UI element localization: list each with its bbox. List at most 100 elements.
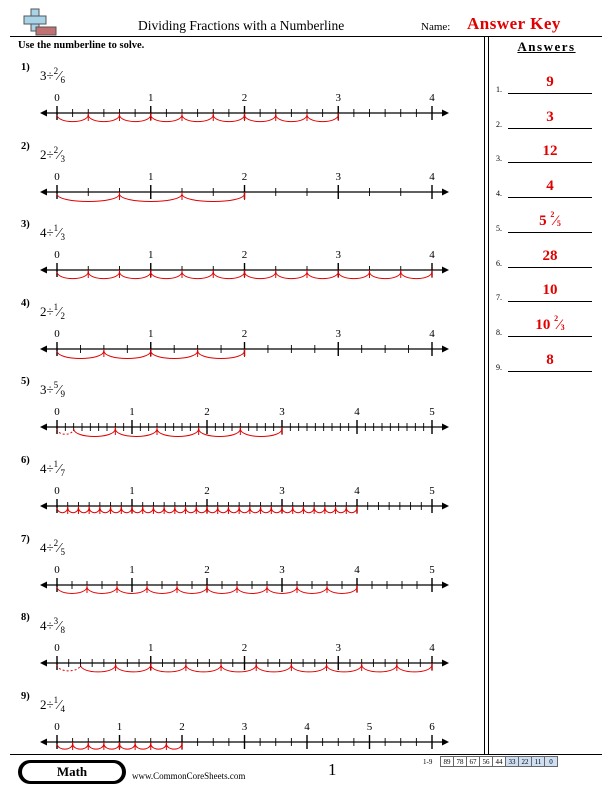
score-cell: 44: [492, 756, 506, 767]
division-sign: ÷: [46, 539, 54, 555]
jump-arc: [185, 664, 222, 673]
number-line: 0 1 2 3 4: [40, 642, 449, 673]
arrow-right-icon: [442, 423, 449, 431]
problem: 1) 3÷2⁄6 0 1 2 3 4: [0, 62, 490, 142]
jump-arc: [114, 429, 158, 438]
answer-denominator: 3: [560, 322, 565, 332]
tick-label: 4: [429, 171, 435, 183]
problem: 3) 4÷1⁄3 0 1 2 3 4: [0, 219, 490, 299]
jump-arc: [156, 429, 200, 438]
tick-label: 2: [204, 564, 210, 576]
tick-label: 2: [242, 642, 248, 654]
jump-arc: [195, 507, 208, 514]
fraction-slash: ⁄: [58, 304, 61, 320]
jump-arc: [181, 114, 214, 123]
problem-number: 7): [21, 533, 30, 545]
fraction-slash: ⁄: [58, 147, 61, 163]
tick-label: 4: [429, 249, 435, 261]
tick-label: 1: [148, 328, 154, 340]
jump-arc: [290, 664, 328, 673]
tick-label: 3: [336, 328, 342, 340]
score-range: 1-9: [423, 758, 433, 766]
tick-label: 0: [54, 92, 60, 104]
divisor-numerator: 3: [53, 616, 59, 627]
problem-expression: 4÷1⁄7: [40, 459, 65, 478]
jump-arc: [87, 743, 105, 750]
answer-row: 6. 28: [496, 242, 602, 268]
answer-number: 2.: [496, 119, 502, 129]
tick-label: 4: [354, 564, 360, 576]
answer-numerator: 2: [554, 313, 559, 323]
jump-arc: [119, 743, 136, 750]
answer-value: 10: [508, 282, 592, 299]
website-link[interactable]: www.CommonCoreSheets.com: [132, 771, 246, 781]
jump-arc: [212, 271, 245, 280]
answer-row: 8. 10 2⁄3: [496, 311, 602, 337]
jump-arc: [324, 507, 337, 514]
jump-arc: [56, 193, 120, 202]
arrow-left-icon: [40, 109, 47, 117]
dividend: 2: [40, 303, 47, 319]
score-cell: 11: [531, 756, 545, 767]
jump-arc: [335, 507, 347, 514]
divisor-numerator: 2: [53, 66, 59, 76]
answer-whole: 12: [542, 143, 558, 160]
dividend: 2: [40, 146, 47, 162]
jump-arc: [146, 586, 178, 594]
jump-arc: [131, 507, 144, 514]
partial-jump-arc: [56, 429, 75, 436]
tick-label: 2: [242, 249, 248, 261]
jump-arc: [116, 586, 148, 594]
problem: 7) 4÷2⁄5 0 1 2 3 4 5: [0, 534, 490, 614]
answer-line: [508, 197, 592, 199]
problem-expression: 4÷3⁄8: [40, 616, 65, 635]
tick-label: 1: [148, 92, 154, 104]
jump-arc: [73, 429, 116, 438]
jump-arc: [227, 507, 240, 514]
answer-value: 10 2⁄3: [535, 313, 565, 333]
page-number: 1: [328, 760, 337, 779]
arrow-left-icon: [40, 423, 47, 431]
answers-divider-inner: [488, 37, 489, 754]
dividend: 4: [40, 225, 47, 241]
tick-label: 0: [54, 171, 60, 183]
answer-whole: 28: [542, 247, 558, 264]
jump-arc: [56, 271, 89, 280]
jump-arc: [110, 507, 122, 514]
jump-arc: [400, 271, 433, 280]
tick-label: 2: [242, 92, 248, 104]
jump-arc: [56, 114, 89, 123]
tick-label: 3: [279, 485, 285, 497]
jump-arc: [361, 664, 398, 673]
tick-label: 0: [54, 642, 60, 654]
tick-label: 1: [129, 406, 135, 418]
tick-label: 2: [179, 721, 185, 733]
tick-label: 5: [429, 406, 435, 418]
division-sign: ÷: [46, 618, 54, 634]
answer-row: 1. 9: [496, 68, 602, 94]
divisor-denominator: 6: [60, 75, 65, 85]
jump-arc: [236, 586, 268, 594]
jump-arc: [217, 507, 229, 514]
jump-arc: [306, 271, 339, 280]
score-cell: 0: [544, 756, 558, 767]
answer-number: 9.: [496, 362, 502, 372]
problem-expression: 4÷2⁄5: [40, 538, 65, 557]
fraction-slash: ⁄: [58, 540, 61, 556]
jump-arc: [260, 507, 272, 514]
jump-arc: [150, 114, 183, 123]
dividend: 3: [40, 68, 47, 83]
tick-label: 3: [242, 721, 248, 733]
problem-number: 2): [21, 140, 30, 152]
fraction-slash: ⁄: [58, 697, 61, 713]
arrow-right-icon: [442, 581, 449, 589]
arrow-right-icon: [442, 738, 449, 746]
answer-value: 3: [508, 109, 592, 126]
problem-number: 9): [21, 690, 30, 702]
number-line: 0 1 2 3 4 5: [40, 406, 449, 438]
tick-label: 1: [148, 171, 154, 183]
tick-label: 0: [54, 406, 60, 418]
jump-arc: [150, 271, 183, 280]
arrow-left-icon: [40, 738, 47, 746]
answer-key-label: Answer Key: [467, 14, 561, 33]
